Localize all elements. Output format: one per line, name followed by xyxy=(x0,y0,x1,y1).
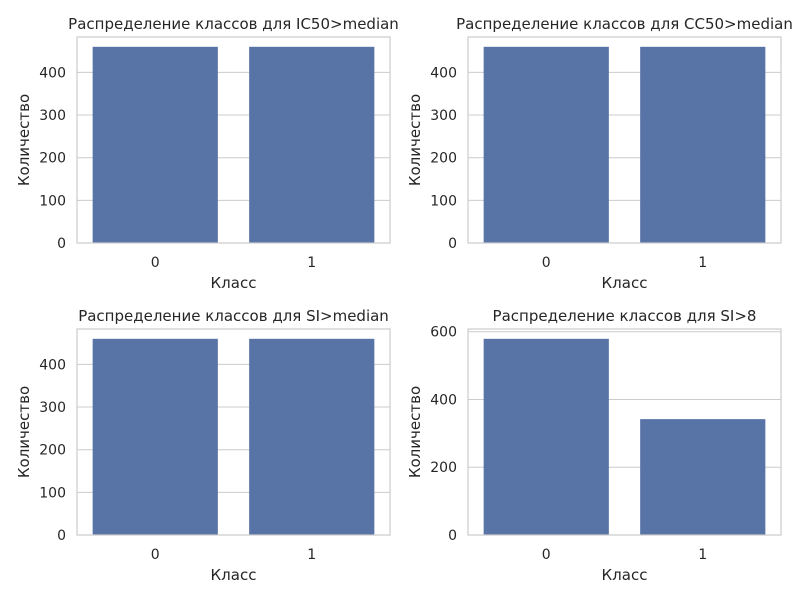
x-axis-label: Класс xyxy=(211,274,257,292)
bar-class-1 xyxy=(249,338,375,535)
chart-title: Распределение классов для CC50>median xyxy=(456,15,793,33)
y-tick-label: 200 xyxy=(430,460,457,476)
y-tick-label: 300 xyxy=(39,400,66,416)
x-tick-label: 0 xyxy=(542,547,551,563)
x-tick-label: 0 xyxy=(542,255,551,271)
y-tick-label: 400 xyxy=(430,392,457,408)
chart-title: Распределение классов для SI>median xyxy=(78,307,389,325)
bar-class-0 xyxy=(483,338,609,535)
y-axis-label: Количество xyxy=(406,94,424,186)
axes-frame xyxy=(76,328,391,536)
bar-class-1 xyxy=(640,46,766,243)
y-tick-label: 0 xyxy=(448,528,457,544)
y-tick-label: 200 xyxy=(39,151,66,167)
y-tick-label: 400 xyxy=(430,65,457,81)
x-tick-label: 1 xyxy=(698,547,707,563)
bar-class-1 xyxy=(640,419,766,535)
bar-class-0 xyxy=(92,46,218,243)
chart-panel-1: 0 100 200 300 400 0 1 Распределение классов для… xyxy=(15,15,399,292)
axes-frame xyxy=(467,328,782,536)
axes-frame xyxy=(76,36,391,244)
x-tick-label: 1 xyxy=(698,255,707,271)
x-axis-label: Класс xyxy=(602,274,648,292)
y-tick-label: 100 xyxy=(39,485,66,501)
chart-panel-2: 0 100 200 300 400 0 1 Распределение классов для… xyxy=(406,15,793,292)
y-tick-label: 100 xyxy=(430,193,457,209)
bar-class-0 xyxy=(483,46,609,243)
y-tick-label: 100 xyxy=(39,193,66,209)
y-tick-label: 300 xyxy=(39,108,66,124)
y-tick-label: 200 xyxy=(430,151,457,167)
x-axis-label: Класс xyxy=(211,566,257,584)
x-tick-label: 0 xyxy=(151,255,160,271)
y-tick-label: 0 xyxy=(448,236,457,252)
y-axis-label: Количество xyxy=(15,94,33,186)
y-tick-label: 400 xyxy=(39,357,66,373)
y-tick-label: 600 xyxy=(430,325,457,341)
y-tick-label: 0 xyxy=(57,528,66,544)
y-tick-label: 0 xyxy=(57,236,66,252)
x-axis-label: Класс xyxy=(602,566,648,584)
chart-panel-4: 0 200 400 600 0 1 Распределение классов для SI… xyxy=(406,307,782,584)
y-tick-label: 300 xyxy=(430,108,457,124)
y-tick-label: 200 xyxy=(39,443,66,459)
x-tick-label: 0 xyxy=(151,547,160,563)
bar-class-1 xyxy=(249,46,375,243)
bar-class-0 xyxy=(92,338,218,535)
y-tick-label: 400 xyxy=(39,65,66,81)
y-axis-label: Количество xyxy=(15,386,33,478)
chart-title: Распределение классов для SI>8 xyxy=(493,307,757,325)
chart-title: Распределение классов для IC50>median xyxy=(68,15,399,33)
y-axis-label: Количество xyxy=(406,386,424,478)
x-tick-label: 1 xyxy=(307,255,316,271)
axes-frame xyxy=(467,36,782,244)
chart-panel-3: 0 100 200 300 400 0 1 Распределение классов для… xyxy=(15,307,391,584)
x-tick-label: 1 xyxy=(307,547,316,563)
